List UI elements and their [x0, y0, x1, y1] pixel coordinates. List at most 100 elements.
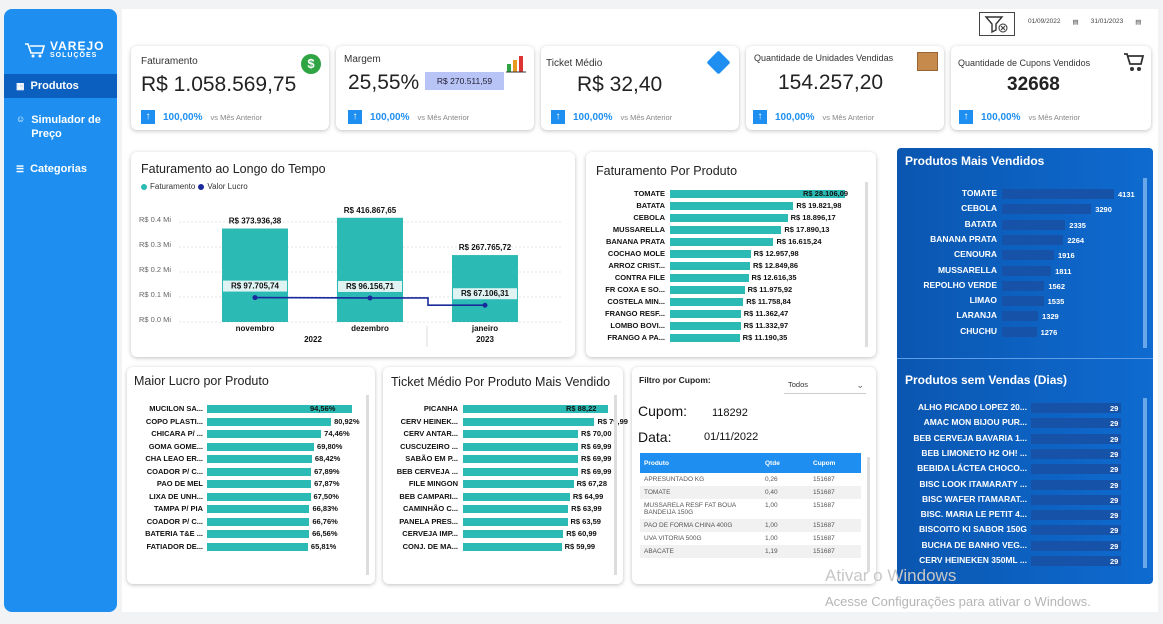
- date-end[interactable]: 31/01/2023: [1090, 18, 1124, 25]
- bar: [207, 455, 312, 463]
- bar-label: MUSSARELLA: [612, 225, 665, 234]
- bar: [463, 405, 608, 413]
- year-label: 2023: [476, 335, 494, 344]
- table-cell: 151687: [813, 489, 835, 496]
- date-range[interactable]: 01/09/2022 ▤ 31/01/2023 ▤: [1028, 18, 1141, 26]
- bar-label: SABÃO EM P...: [405, 454, 458, 463]
- header-produto[interactable]: Produto: [644, 459, 669, 467]
- bar-label: BATATA: [636, 201, 665, 210]
- bar-value: 67,87%: [314, 479, 340, 488]
- kpi-pct: 100,00%: [573, 111, 613, 123]
- table-row[interactable]: PAO DE FORMA CHINA 400G 1,00 151687: [640, 519, 861, 532]
- coupon-filter-label: Filtro por Cupom:: [639, 375, 711, 385]
- bar-label: CERV ANTAR...: [403, 429, 458, 438]
- header-cupom[interactable]: Cupom: [813, 459, 836, 467]
- bar: [1002, 280, 1045, 291]
- faturamento-produto-card: Faturamento Por Produto TOMATE R$ 28.106,…: [586, 152, 876, 357]
- kpi-pct: 100,00%: [163, 111, 203, 123]
- clear-filter-button[interactable]: [979, 12, 1015, 36]
- bar-value: 1916: [1057, 251, 1075, 261]
- kpi-pct: 100,00%: [981, 111, 1021, 123]
- bar-label: COCHAO MOLE: [607, 249, 665, 258]
- cupom-value: 118292: [712, 407, 748, 419]
- cupom-label: Cupom:: [638, 403, 688, 419]
- bar-value: 66,56%: [312, 529, 338, 538]
- maior-lucro-card: Maior Lucro por Produto MUCILON SA... 94,…: [127, 367, 375, 584]
- kpi-cupons: Quantidade de Cupons Vendidos 32668 ↑ 100…: [951, 46, 1151, 130]
- scrollbar[interactable]: [867, 457, 870, 572]
- kpi-value: 32668: [1007, 74, 1060, 95]
- bar: [1031, 510, 1121, 521]
- table-row[interactable]: ABACATE 1,19 151687: [640, 545, 861, 558]
- grid-icon: ▦: [16, 81, 25, 91]
- table-cell: 1,00: [765, 502, 778, 509]
- bar-label: TOMATE: [961, 188, 997, 198]
- table-row[interactable]: APRESUNTADO KG 0,26 151687: [640, 473, 861, 486]
- coupon-card: Filtro por Cupom: Todos ⌄ Cupom: 118292 D…: [632, 367, 876, 584]
- kpi-faturamento: Faturamento $ R$ 1.058.569,75 ↑ 100,00% vs…: [131, 46, 329, 130]
- scrollbar[interactable]: [865, 182, 868, 347]
- bar-label: BEB CERVEJA BAVARIA 1...: [913, 432, 1027, 443]
- scrollbar[interactable]: [614, 395, 617, 575]
- table-row[interactable]: MUSSARELA RESF FAT BOUA BANDEIJA 150G 1,0…: [640, 499, 861, 519]
- bar: [1002, 250, 1054, 261]
- chart-title: Faturamento Por Produto: [596, 164, 738, 178]
- scrollbar[interactable]: [366, 395, 369, 575]
- bar-label: BEB LIMONETO H2 OH! ...: [921, 447, 1027, 458]
- list-icon: ☰: [16, 164, 25, 174]
- bar-label: BEB CERVEJA ...: [396, 466, 458, 476]
- bar: [1002, 326, 1037, 337]
- bar-label: FATIADOR DE...: [146, 541, 203, 551]
- kpi-vs: vs Mês Anterior: [822, 112, 875, 122]
- bar-label: FRANGO RESF...: [604, 309, 665, 318]
- scrollbar[interactable]: [1143, 398, 1147, 568]
- bar-value: 29: [1110, 495, 1119, 505]
- header-qtde[interactable]: Qtde: [765, 459, 780, 467]
- calendar-icon[interactable]: ▤: [1135, 19, 1142, 26]
- bar: [1031, 403, 1121, 413]
- x-tick: novembro: [236, 324, 275, 333]
- bar-label: CHICARA P/ ...: [151, 429, 203, 438]
- nav-item-simulador[interactable]: ☺ Simulador de Preço: [4, 113, 117, 141]
- bar-value: R$ 88,22: [566, 404, 597, 413]
- line-point: [482, 302, 488, 308]
- nav-item-produtos[interactable]: ▦ Produtos: [4, 74, 117, 98]
- table-row[interactable]: UVA VITORIA 500G 1,00 151687: [640, 532, 861, 545]
- bar: [463, 492, 570, 501]
- bar: [670, 190, 845, 198]
- bar-label: BANANA PRATA: [930, 233, 997, 244]
- kpi-title: Margem: [344, 54, 381, 65]
- nav-item-categorias[interactable]: ☰ Categorias: [4, 163, 117, 175]
- bar: [670, 298, 744, 306]
- scrollbar[interactable]: [1143, 178, 1147, 348]
- line-value: R$ 96.156,71: [346, 282, 395, 291]
- legend-label: Valor Lucro: [207, 182, 248, 191]
- bar-label: BISC WAFER ITAMARAT...: [922, 493, 1027, 504]
- bar-label: PAO DE MEL: [156, 479, 203, 488]
- bar: [463, 517, 568, 526]
- bar: [207, 492, 311, 501]
- people-icon: ☺: [16, 114, 26, 124]
- bar-value: R$ 11.362,47: [743, 309, 789, 318]
- bar-value: 66,76%: [312, 516, 338, 526]
- kpi-vs: vs Mês Anterior: [1028, 112, 1081, 122]
- coupon-select[interactable]: Todos ⌄: [784, 378, 866, 394]
- table-cell: TOMATE: [644, 489, 671, 496]
- bar: [670, 310, 741, 318]
- bar-value: R$ 67,28: [576, 479, 608, 488]
- kpi-value: R$ 1.058.569,75: [141, 73, 297, 96]
- kpi-title: Quantidade de Unidades Vendidas: [754, 53, 894, 63]
- bar: [1002, 265, 1052, 276]
- bar: [1031, 525, 1121, 536]
- nav-label: Simulador de Preço: [31, 114, 101, 140]
- bar: [670, 334, 740, 342]
- bar: [1002, 204, 1092, 215]
- bar-value: R$ 12.849,86: [753, 261, 799, 270]
- line-value: R$ 97.705,74: [231, 282, 280, 291]
- calendar-icon[interactable]: ▤: [1072, 19, 1079, 26]
- bar-label: CERV HEINEKEN 350ML ...: [919, 555, 1027, 565]
- kpi-pct: 100,00%: [370, 111, 410, 123]
- table-row[interactable]: TOMATE 0,40 151687: [640, 486, 861, 499]
- bar: [670, 238, 774, 246]
- date-start[interactable]: 01/09/2022: [1028, 18, 1061, 25]
